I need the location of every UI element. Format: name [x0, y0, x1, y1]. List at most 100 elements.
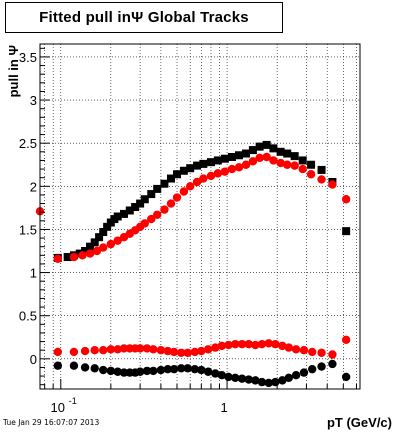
data-point — [119, 368, 129, 377]
data-point — [248, 146, 257, 155]
data-point — [211, 369, 220, 378]
data-point — [299, 368, 309, 377]
data-point — [140, 219, 149, 228]
data-point — [341, 372, 351, 382]
data-point — [149, 366, 158, 376]
y-tick-label: 2.5 — [19, 136, 37, 151]
data-point — [284, 373, 293, 382]
timestamp: Tue Jan 29 16:07:07 2013 — [3, 418, 100, 427]
data-point — [317, 348, 326, 357]
data-point — [99, 243, 108, 252]
data-point — [307, 160, 316, 169]
data-point — [328, 359, 337, 369]
data-point — [307, 364, 317, 374]
data-point — [251, 340, 260, 350]
data-point — [86, 242, 95, 251]
data-point — [278, 341, 287, 351]
data-point — [307, 347, 317, 357]
data-point — [211, 343, 220, 352]
data-point — [251, 376, 260, 385]
data-point — [206, 171, 216, 181]
data-point — [341, 195, 351, 204]
data-point — [119, 344, 129, 353]
data-point — [113, 345, 122, 354]
chart-title: Fitted pull inΨ Global Tracks — [39, 9, 249, 26]
data-point — [192, 177, 202, 187]
data-point — [234, 163, 244, 172]
data-point — [183, 348, 192, 357]
grid-lines — [40, 44, 360, 389]
data-point — [173, 170, 182, 179]
data-point — [227, 152, 236, 161]
data-point — [131, 203, 140, 212]
data-point — [269, 144, 278, 153]
data-point — [136, 199, 145, 208]
data-point — [264, 378, 273, 388]
data-point — [317, 362, 326, 371]
data-point — [99, 228, 108, 237]
data-point — [283, 160, 292, 169]
data-point — [166, 174, 175, 183]
data-point — [206, 158, 215, 167]
data-point — [276, 147, 285, 156]
data-point — [125, 206, 134, 215]
data-point — [231, 373, 240, 382]
data-point — [149, 345, 158, 354]
data-point — [255, 142, 264, 151]
y-tick-label: 2 — [30, 179, 37, 194]
series-1 — [53, 140, 351, 262]
data-point — [163, 364, 172, 374]
data-point — [177, 348, 186, 357]
data-point — [53, 254, 63, 263]
data-point — [113, 367, 122, 376]
data-point — [156, 345, 166, 355]
data-point — [317, 165, 326, 174]
data-point — [69, 361, 79, 370]
data-point — [169, 347, 179, 357]
data-point — [197, 346, 206, 356]
data-point — [63, 253, 72, 262]
y-axis-label: pull in Ψ — [6, 45, 21, 97]
data-point — [135, 367, 145, 376]
data-point — [220, 154, 229, 163]
data-point — [298, 164, 307, 174]
data-point — [237, 339, 247, 349]
data-point — [103, 222, 112, 231]
data-point — [90, 238, 99, 247]
data-point — [53, 347, 63, 357]
x-tick-label: 1 — [220, 400, 227, 415]
data-point — [271, 377, 280, 387]
data-point — [153, 184, 162, 193]
data-point — [197, 365, 206, 375]
data-point — [271, 339, 280, 349]
data-point — [99, 365, 108, 375]
data-point — [80, 363, 90, 372]
data-point — [242, 149, 251, 158]
data-point — [237, 374, 247, 383]
data-point — [284, 343, 293, 352]
data-point — [85, 249, 95, 258]
data-point — [142, 366, 152, 376]
data-marks — [35, 140, 351, 388]
data-point — [235, 151, 244, 160]
data-point — [264, 339, 273, 348]
data-point — [92, 246, 102, 256]
data-point — [106, 345, 116, 354]
data-point — [213, 169, 223, 178]
data-point — [53, 361, 63, 370]
data-point — [290, 161, 299, 170]
series-4 — [53, 359, 351, 388]
y-tick-label: 3 — [30, 93, 37, 108]
data-point — [90, 364, 99, 373]
data-point — [80, 346, 90, 356]
data-point — [306, 170, 316, 179]
data-point — [90, 345, 99, 355]
data-point — [69, 252, 79, 262]
y-tick-label: 0 — [30, 352, 37, 367]
data-point — [278, 376, 287, 385]
data-point — [186, 164, 195, 173]
data-point — [140, 195, 149, 204]
series-3 — [53, 335, 351, 359]
data-point — [81, 247, 90, 255]
data-point — [262, 140, 271, 149]
